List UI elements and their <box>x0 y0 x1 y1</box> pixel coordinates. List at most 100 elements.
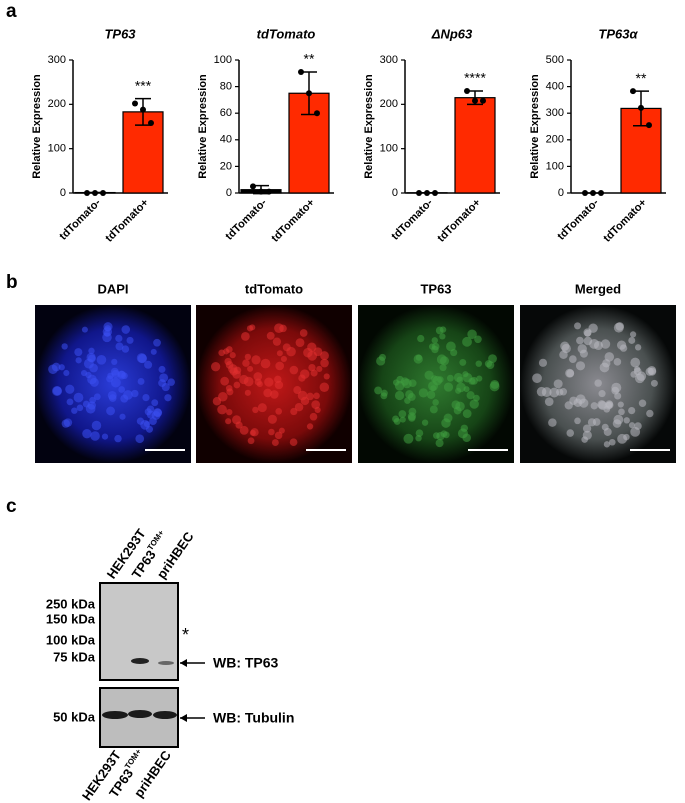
blot-top <box>99 582 179 681</box>
cell <box>432 399 439 406</box>
cell <box>443 382 454 392</box>
significance: ** <box>636 70 647 86</box>
microscopy: DAPI tdTomato TP63 Merged <box>35 281 676 463</box>
data-point <box>132 100 138 107</box>
cell <box>544 397 554 406</box>
cell <box>61 343 68 350</box>
cell <box>250 428 259 437</box>
cell <box>66 398 74 406</box>
data-point <box>416 190 422 196</box>
cell <box>560 341 570 351</box>
cell <box>399 416 406 423</box>
cell <box>146 405 155 413</box>
cell <box>158 365 166 373</box>
cell <box>267 414 277 424</box>
cell <box>439 364 447 372</box>
cell <box>309 412 318 421</box>
band <box>128 710 152 718</box>
panel-label: b <box>6 272 18 293</box>
cell <box>232 370 241 379</box>
cell <box>275 408 283 415</box>
cell <box>167 378 175 386</box>
data-point <box>590 190 596 196</box>
cell <box>136 417 145 425</box>
cell <box>310 369 318 377</box>
y-tick-label: 500 <box>546 54 564 66</box>
cell <box>93 393 101 401</box>
cell <box>488 354 497 364</box>
cell <box>61 419 70 428</box>
cell <box>393 418 401 425</box>
cell <box>601 423 609 431</box>
data-point <box>250 183 256 190</box>
data-point <box>424 190 430 196</box>
cell <box>235 421 243 429</box>
cell <box>536 386 547 397</box>
data-point <box>92 190 98 196</box>
cell <box>628 406 636 415</box>
cell <box>81 326 88 333</box>
cell <box>459 358 467 366</box>
cell <box>613 414 624 425</box>
cell <box>466 391 475 400</box>
cell <box>270 390 279 399</box>
cell <box>145 425 154 433</box>
cell <box>436 376 444 383</box>
cell <box>435 439 444 448</box>
cell <box>600 339 611 349</box>
cell <box>153 408 162 417</box>
x-tick-label: tdTomato- <box>555 196 601 242</box>
cell <box>290 407 298 416</box>
data-point <box>480 97 486 104</box>
cell <box>226 408 233 416</box>
cell <box>272 337 282 346</box>
y-tick-label: 60 <box>220 107 232 119</box>
significance: *** <box>135 77 152 93</box>
cell <box>264 377 274 387</box>
cell <box>89 377 99 387</box>
cell <box>74 348 83 357</box>
cell <box>398 410 407 418</box>
cell <box>408 414 416 422</box>
cell <box>316 365 323 373</box>
cell <box>114 434 122 443</box>
data-point <box>84 190 90 196</box>
cell <box>577 344 587 354</box>
cell <box>115 342 124 351</box>
cell <box>121 345 130 353</box>
cell <box>613 358 622 366</box>
y-tick-label: 0 <box>558 187 564 199</box>
cell <box>575 361 586 371</box>
band <box>131 658 149 664</box>
cell <box>628 336 636 344</box>
significance: **** <box>464 70 486 86</box>
cell <box>295 338 305 348</box>
cell <box>532 373 542 384</box>
cell <box>275 361 285 371</box>
cell <box>123 390 133 400</box>
x-tick-label: tdTomato+ <box>269 197 317 245</box>
data-point <box>582 190 588 196</box>
cell <box>271 439 279 447</box>
cell <box>126 336 134 344</box>
size-marker: 50 kDa <box>53 709 96 724</box>
cell <box>300 369 310 379</box>
cell <box>87 401 96 410</box>
cell <box>80 369 88 377</box>
y-tick-label: 0 <box>226 187 232 199</box>
cell <box>48 364 58 375</box>
cell <box>89 396 96 404</box>
chart-title: ΔNp63 <box>431 26 473 41</box>
cell <box>247 365 254 372</box>
x-tick-label: tdTomato- <box>223 196 269 242</box>
cell <box>608 438 616 446</box>
y-tick-label: 200 <box>48 98 66 110</box>
cell <box>143 421 150 428</box>
image-label: Merged <box>575 281 621 296</box>
cell <box>417 334 425 343</box>
cell <box>320 358 329 368</box>
cell <box>473 394 480 402</box>
cell <box>633 367 642 376</box>
cell <box>623 417 630 424</box>
data-point <box>100 190 106 196</box>
